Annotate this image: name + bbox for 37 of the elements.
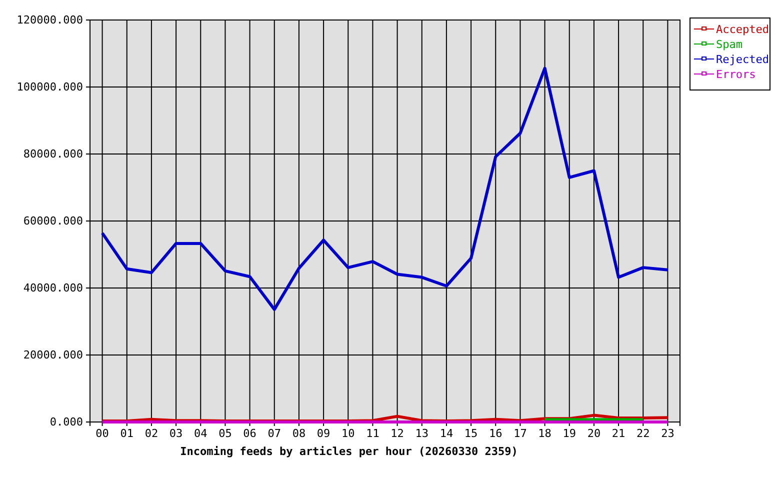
x-tick-label: 08 [292, 426, 306, 440]
x-tick-label: 10 [342, 426, 355, 440]
legend-label: Spam [716, 38, 743, 51]
x-tick-label: 21 [612, 426, 626, 440]
legend-label: Accepted [716, 23, 769, 36]
y-tick-label: 0.000 [50, 416, 83, 429]
x-tick-label: 00 [96, 426, 109, 440]
x-tick-label: 12 [390, 426, 404, 440]
x-tick-label: 14 [440, 426, 454, 440]
x-tick-label: 20 [587, 426, 601, 440]
legend-label: Rejected [716, 53, 769, 66]
x-tick-label: 16 [489, 426, 502, 440]
y-tick-label: 80000.000 [23, 148, 83, 161]
x-tick-label: 13 [415, 426, 428, 440]
x-tick-label: 15 [464, 426, 478, 440]
x-tick-label: 04 [194, 426, 208, 440]
x-tick-label: 03 [169, 426, 183, 440]
x-tick-label: 09 [316, 426, 330, 440]
x-tick-label: 01 [120, 426, 134, 440]
y-tick-label: 40000.000 [23, 282, 83, 295]
x-tick-label: 18 [538, 426, 552, 440]
x-tick-label: 07 [268, 426, 281, 440]
y-tick-label: 100000.000 [16, 80, 83, 94]
x-tick-label: 02 [144, 426, 158, 440]
x-tick-label: 05 [218, 426, 232, 440]
x-tick-label: 11 [366, 426, 380, 440]
y-tick-label: 120000.000 [16, 14, 83, 27]
x-axis-title: Incoming feeds by articles per hour (20260330 2359) [180, 445, 518, 458]
line-series [100, 66, 670, 311]
x-tick-label: 23 [661, 426, 674, 440]
x-tick-label: 17 [514, 426, 527, 440]
legend-label: Errors [716, 68, 756, 81]
y-tick-label: 60000.000 [23, 214, 83, 228]
x-tick-label: 22 [636, 426, 650, 440]
x-tick-label: 06 [243, 426, 256, 440]
x-tick-label: 19 [562, 426, 576, 440]
y-tick-label: 20000.000 [23, 348, 83, 362]
